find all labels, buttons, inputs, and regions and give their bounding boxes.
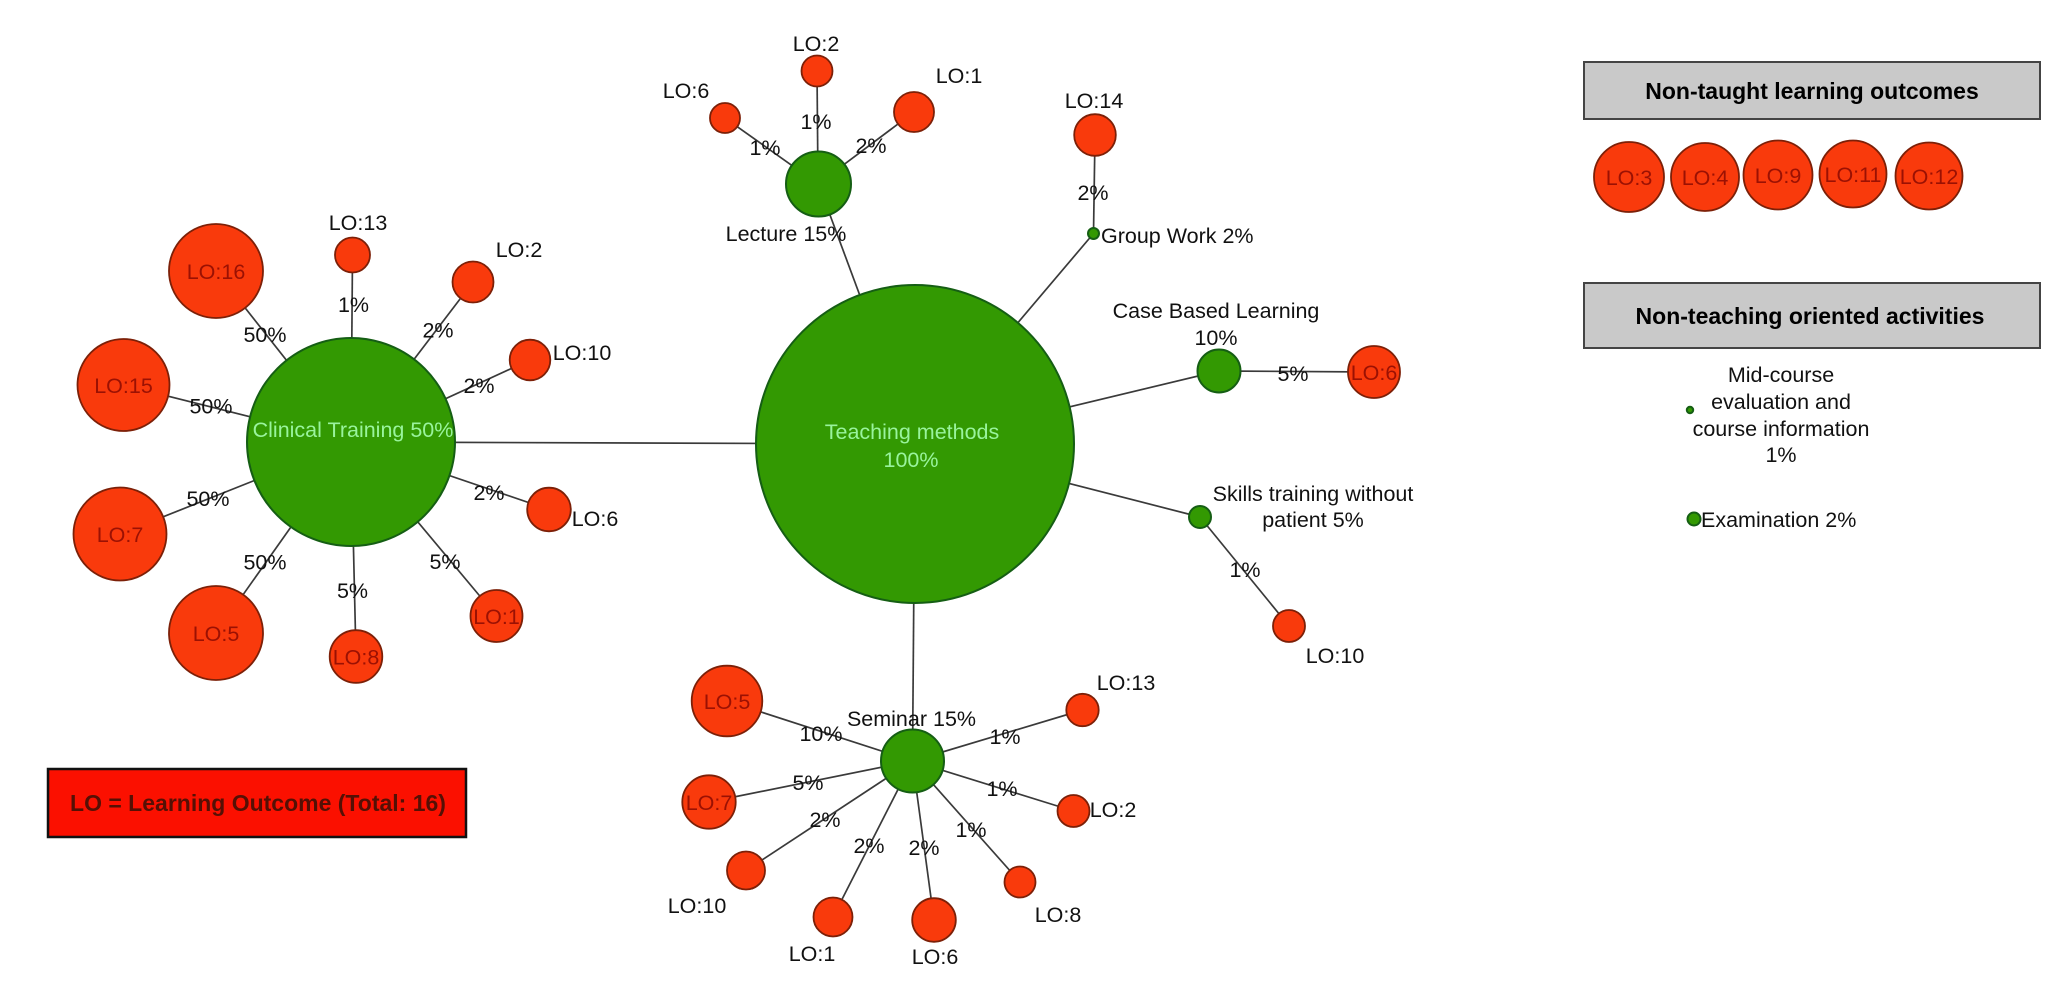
svg-text:Case Based Learning: Case Based Learning <box>1113 299 1320 323</box>
svg-text:1%: 1% <box>749 136 780 160</box>
svg-text:50%: 50% <box>243 323 286 347</box>
svg-text:LO:8: LO:8 <box>333 646 380 670</box>
svg-text:50%: 50% <box>243 551 286 575</box>
svg-text:evaluation and: evaluation and <box>1711 390 1851 414</box>
svg-text:LO:6: LO:6 <box>572 507 619 531</box>
svg-text:LO:13: LO:13 <box>329 211 388 235</box>
svg-text:1%: 1% <box>989 725 1020 749</box>
svg-text:LO:12: LO:12 <box>1900 165 1959 189</box>
svg-text:LO:2: LO:2 <box>793 32 840 56</box>
svg-text:LO:2: LO:2 <box>496 238 543 262</box>
svg-text:1%: 1% <box>1229 558 1260 582</box>
svg-text:10%: 10% <box>799 722 842 746</box>
svg-text:2%: 2% <box>853 834 884 858</box>
svg-text:Seminar 15%: Seminar 15% <box>847 707 976 731</box>
svg-text:LO:3: LO:3 <box>1606 166 1653 190</box>
svg-text:2%: 2% <box>855 134 886 158</box>
svg-text:5%: 5% <box>337 579 368 603</box>
svg-text:2%: 2% <box>463 374 494 398</box>
svg-text:LO:6: LO:6 <box>663 79 710 103</box>
svg-text:5%: 5% <box>792 771 823 795</box>
svg-text:5%: 5% <box>1277 362 1308 386</box>
svg-text:Non-taught learning outcomes: Non-taught learning outcomes <box>1645 78 1979 104</box>
svg-text:LO:2: LO:2 <box>1090 798 1137 822</box>
svg-text:Mid-course: Mid-course <box>1728 363 1834 387</box>
svg-text:Teaching methods: Teaching methods <box>825 420 1000 444</box>
svg-text:Skills training without: Skills training without <box>1213 482 1414 506</box>
svg-text:2%: 2% <box>473 481 504 505</box>
svg-text:50%: 50% <box>189 395 232 419</box>
svg-text:LO:15: LO:15 <box>94 374 153 398</box>
svg-text:Clinical Training 50%: Clinical Training 50% <box>253 418 454 442</box>
svg-text:LO:10: LO:10 <box>1306 644 1365 668</box>
svg-text:5%: 5% <box>429 550 460 574</box>
svg-text:LO:10: LO:10 <box>668 894 727 918</box>
svg-text:patient 5%: patient 5% <box>1262 508 1364 532</box>
svg-text:LO:9: LO:9 <box>1755 164 1802 188</box>
svg-text:Non-teaching oriented activiti: Non-teaching oriented activities <box>1636 303 1985 329</box>
svg-text:LO:1: LO:1 <box>789 942 836 966</box>
svg-text:LO:10: LO:10 <box>553 341 612 365</box>
svg-text:1%: 1% <box>955 818 986 842</box>
svg-text:LO:4: LO:4 <box>1682 166 1729 190</box>
svg-text:Lecture 15%: Lecture 15% <box>726 222 847 246</box>
svg-text:LO:7: LO:7 <box>97 523 144 547</box>
svg-text:LO:14: LO:14 <box>1065 89 1124 113</box>
svg-text:LO:8: LO:8 <box>1035 903 1082 927</box>
svg-text:50%: 50% <box>186 487 229 511</box>
svg-text:LO:5: LO:5 <box>193 622 240 646</box>
svg-text:2%: 2% <box>908 836 939 860</box>
svg-text:2%: 2% <box>809 808 840 832</box>
svg-text:LO:7: LO:7 <box>686 791 733 815</box>
svg-text:LO:1: LO:1 <box>473 605 520 629</box>
svg-text:1%: 1% <box>986 777 1017 801</box>
svg-text:LO:5: LO:5 <box>704 690 751 714</box>
svg-text:100%: 100% <box>884 448 939 472</box>
svg-text:LO:13: LO:13 <box>1097 671 1156 695</box>
svg-text:1%: 1% <box>1765 443 1796 467</box>
svg-text:Group Work 2%: Group Work 2% <box>1101 224 1254 248</box>
svg-text:1%: 1% <box>800 110 831 134</box>
svg-text:LO:6: LO:6 <box>912 945 959 969</box>
svg-text:LO:6: LO:6 <box>1351 361 1398 385</box>
svg-text:LO:16: LO:16 <box>187 260 246 284</box>
svg-text:course information: course information <box>1693 417 1870 441</box>
svg-text:Examination 2%: Examination 2% <box>1701 508 1856 532</box>
svg-text:LO:11: LO:11 <box>1825 163 1882 187</box>
svg-text:10%: 10% <box>1194 326 1237 350</box>
svg-text:2%: 2% <box>1077 181 1108 205</box>
svg-text:2%: 2% <box>422 319 453 343</box>
svg-text:LO:1: LO:1 <box>936 64 983 88</box>
svg-text:1%: 1% <box>338 293 369 317</box>
svg-text:LO = Learning Outcome (Total:: LO = Learning Outcome (Total: 16) <box>70 790 446 816</box>
